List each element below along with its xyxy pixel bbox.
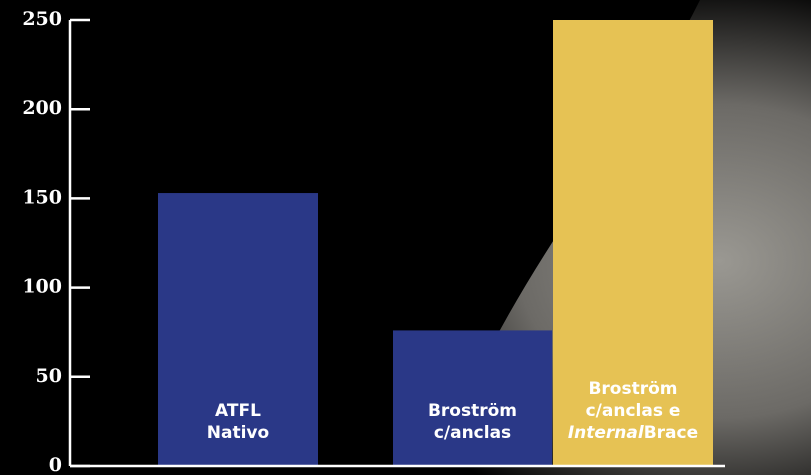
y-tick-label: 250 [22, 8, 62, 30]
category-label-part: Brace [644, 423, 698, 443]
category-label: c/anclas [434, 423, 511, 443]
y-tick-label: 0 [49, 454, 62, 475]
bar [553, 20, 713, 466]
category-label: Nativo [207, 423, 269, 443]
category-label: ATFL [215, 401, 261, 421]
category-label: c/anclas e [586, 401, 681, 421]
category-label: Broström [588, 379, 677, 399]
category-label-part: Internal [568, 423, 645, 443]
y-tick-label: 150 [22, 186, 62, 208]
bar [393, 330, 552, 466]
bar [158, 193, 318, 466]
y-tick-label: 200 [22, 97, 62, 119]
y-tick-label: 100 [22, 276, 62, 298]
category-label: Broström [428, 401, 517, 421]
y-tick-label: 50 [36, 365, 62, 387]
category-label: InternalBrace [568, 423, 698, 443]
